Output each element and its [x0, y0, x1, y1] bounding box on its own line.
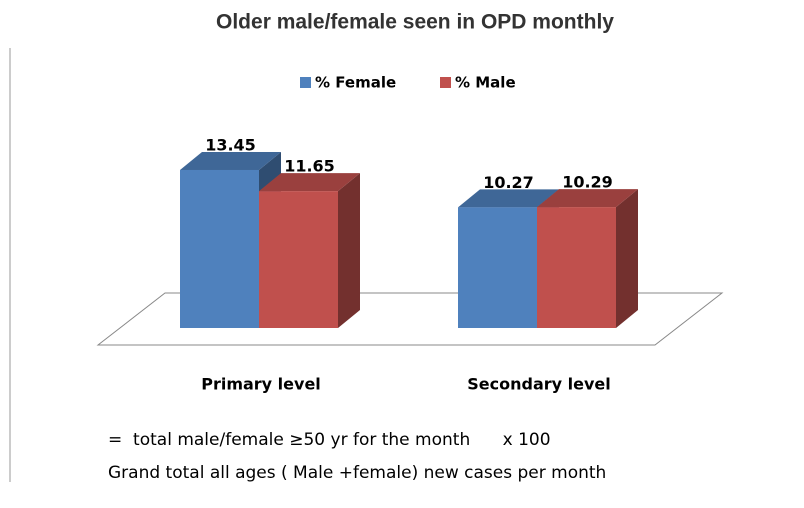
bar-side [338, 173, 360, 328]
value-label: 10.29 [562, 173, 613, 192]
bar-top [537, 189, 638, 208]
bar-top [458, 189, 559, 208]
annotation: = total male/female ≥50 yr for the month… [108, 430, 551, 450]
value-label: 13.45 [205, 135, 256, 154]
bar-front [458, 207, 537, 328]
x-tick-label: Primary level [201, 375, 321, 394]
value-label: 11.65 [284, 157, 335, 176]
annotation: Grand total all ages ( Male +female) new… [108, 463, 606, 483]
bar-front [180, 169, 259, 328]
bar-front [259, 191, 338, 328]
bar-top [180, 151, 281, 170]
bar-top [259, 173, 360, 192]
bar-front [537, 207, 616, 328]
bar-side [616, 189, 638, 328]
bar [537, 189, 638, 328]
legend-swatch [300, 77, 311, 88]
legend-swatch [440, 77, 451, 88]
legend-label: % Male [455, 74, 516, 92]
x-tick-label: Secondary level [467, 375, 610, 394]
legend-label: % Female [315, 74, 396, 92]
bar [259, 173, 360, 328]
value-label: 10.27 [483, 173, 534, 192]
chart-title: Older male/female seen in OPD monthly [216, 11, 614, 34]
